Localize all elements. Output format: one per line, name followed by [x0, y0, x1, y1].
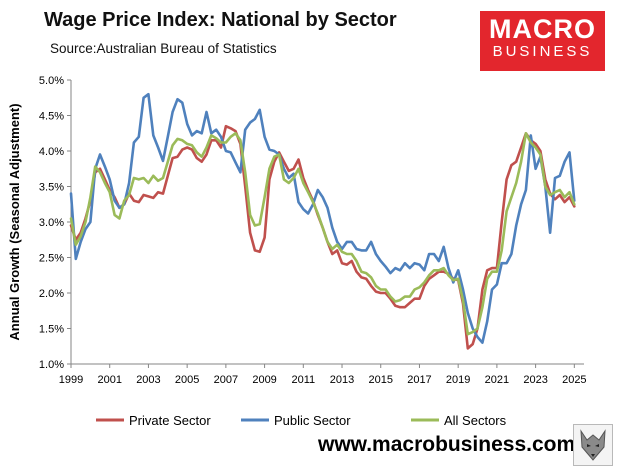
x-tick-label: 2003 — [136, 374, 160, 386]
x-tick-label: 2007 — [214, 374, 238, 386]
x-tick-label: 2005 — [175, 374, 199, 386]
y-axis-label: Annual Growth (Seasonal Adjustment) — [7, 103, 22, 340]
y-tick-label: 1.0% — [39, 359, 64, 371]
x-tick-label: 2019 — [446, 374, 470, 386]
footer-url: www.macrobusiness.com.au — [318, 433, 606, 456]
x-tick-label: 2013 — [330, 374, 354, 386]
legend-label-private-sector: Private Sector — [129, 413, 211, 428]
chart-axes: 1.0% 1.5% 2.0% 2.5% 3.0% 3.5% 4.0% 4.5% 5.0% 1999… — [39, 75, 587, 386]
macrobusiness-logo: MACRO BUSINESS — [480, 11, 605, 71]
y-tick-label: 5.0% — [39, 75, 64, 87]
chart-source: Source:Australian Bureau of Statistics — [50, 41, 277, 56]
legend: Private Sector Public Sector All Sectors — [96, 413, 507, 428]
legend-item-all-sectors: All Sectors — [411, 413, 507, 428]
y-tick-label: 3.0% — [39, 217, 64, 229]
logo-line-2: BUSINESS — [492, 43, 593, 60]
y-tick-label: 2.5% — [39, 253, 64, 265]
x-tick-label: 2025 — [562, 374, 586, 386]
legend-label-all-sectors: All Sectors — [444, 413, 507, 428]
y-tick-label: 2.0% — [39, 288, 64, 300]
series-lines — [69, 92, 576, 350]
series-line-private-sector — [69, 124, 576, 350]
legend-item-public-sector: Public Sector — [241, 413, 351, 428]
x-tick-label: 2001 — [97, 374, 121, 386]
legend-item-private-sector: Private Sector — [96, 413, 211, 428]
x-tick-label: 2023 — [523, 374, 547, 386]
series-line-all-sectors — [69, 132, 576, 336]
legend-label-public-sector: Public Sector — [274, 413, 351, 428]
x-tick-label: 2009 — [252, 374, 276, 386]
series-line-public-sector — [69, 92, 576, 345]
y-tick-label: 1.5% — [39, 324, 64, 336]
logo-line-1: MACRO — [489, 14, 596, 44]
chart-title: Wage Price Index: National by Sector — [44, 9, 397, 31]
x-tick-label: 2011 — [291, 374, 315, 386]
wolf-icon — [573, 424, 613, 466]
y-tick-label: 3.5% — [39, 182, 64, 194]
x-tick-label: 2015 — [368, 374, 392, 386]
y-tick-label: 4.0% — [39, 146, 64, 158]
x-tick-label: 2021 — [485, 374, 509, 386]
y-tick-label: 4.5% — [39, 111, 64, 123]
x-tick-label: 2017 — [407, 374, 431, 386]
x-tick-label: 1999 — [59, 374, 83, 386]
